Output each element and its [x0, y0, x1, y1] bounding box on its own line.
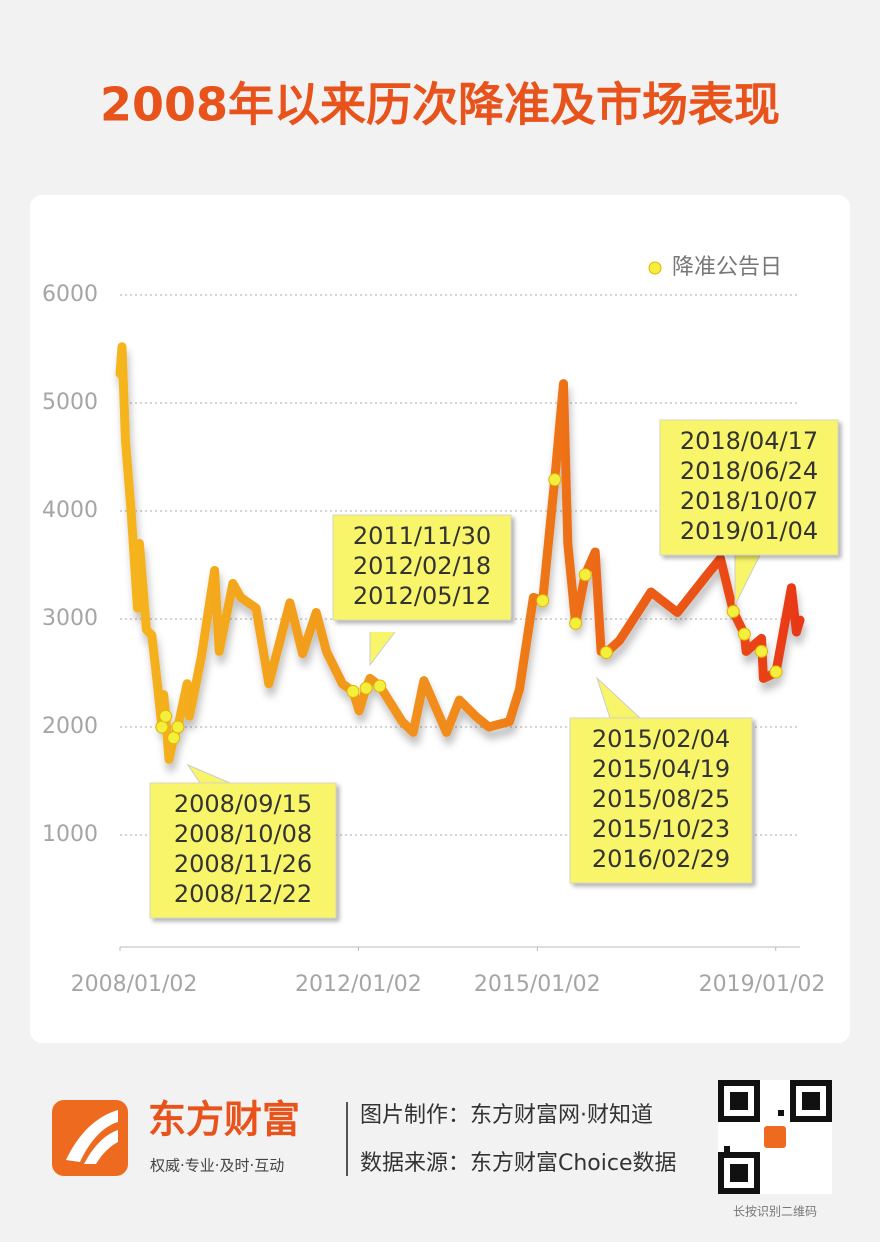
cut-marker: [578, 568, 592, 582]
y-tick-label: 5000: [42, 390, 98, 415]
x-tick-label: 2015/01/02: [474, 972, 601, 997]
qr-finder-center: [730, 1164, 748, 1182]
callout-box: [569, 717, 753, 884]
cut-marker: [726, 604, 740, 618]
cut-marker: [599, 645, 613, 659]
qr-logo: [762, 1124, 788, 1150]
qr-finder: [718, 1152, 760, 1194]
made-by: 图片制作：东方财富网·财知道: [360, 1103, 653, 1128]
legend-label: 降准公告日: [672, 255, 782, 280]
callout-pointer: [734, 544, 766, 606]
footer: 东方财富 权威·专业·及时·互动 图片制作：东方财富网·财知道 数据来源：东方财…: [52, 1080, 832, 1219]
callout-pointer: [369, 631, 396, 667]
qr-finder-center: [730, 1092, 748, 1110]
callout-date: 2015/08/25: [592, 785, 730, 813]
cut-marker: [167, 731, 181, 745]
callout-date: 2019/01/04: [680, 517, 818, 545]
callout-date: 2015/04/19: [592, 755, 730, 783]
qr-cell: [724, 1146, 730, 1152]
cut-marker: [159, 709, 173, 723]
x-tick-label: 2019/01/02: [699, 972, 826, 997]
callout-date: 2018/06/24: [680, 457, 818, 485]
logo-mark: [66, 1110, 118, 1164]
callout-date: 2008/09/15: [174, 790, 312, 818]
y-tick-label: 1000: [42, 822, 98, 847]
callout-pointer: [595, 676, 641, 719]
source: 数据来源：东方财富Choice数据: [360, 1151, 677, 1176]
cut-marker: [754, 644, 768, 658]
qr-finder-center: [802, 1092, 820, 1110]
qr-finder: [718, 1080, 760, 1122]
cut-marker: [769, 665, 783, 679]
cut-marker: [155, 720, 169, 734]
callout-date: 2015/10/23: [592, 815, 730, 843]
cut-marker: [737, 627, 751, 641]
callout-date: 2015/02/04: [592, 725, 730, 753]
cut-marker: [373, 679, 387, 693]
y-tick-label: 6000: [42, 282, 98, 307]
cut-marker: [569, 616, 583, 630]
callout-date: 2008/11/26: [174, 850, 312, 878]
y-tick-label: 3000: [42, 606, 98, 631]
y-tick-label: 4000: [42, 498, 98, 523]
cut-marker: [536, 594, 550, 608]
callout-date: 2008/10/08: [174, 820, 312, 848]
callout-date: 2016/02/29: [592, 845, 730, 873]
callout-box: [332, 514, 512, 621]
y-tick-label: 2000: [42, 714, 98, 739]
callout-box: [659, 419, 839, 556]
legend-marker: [648, 261, 662, 275]
callout-date: 2008/12/22: [174, 880, 312, 908]
qr-hint: 长按识别二维码: [733, 1205, 817, 1219]
x-tick-label: 2008/01/02: [71, 972, 198, 997]
cut-marker: [171, 720, 185, 734]
callout-date: 2018/10/07: [680, 487, 818, 515]
callout-date: 2018/04/17: [680, 427, 818, 455]
qr-finder: [790, 1080, 832, 1122]
qr-cell: [778, 1110, 784, 1116]
chart-title: 2008年以来历次降准及市场表现: [100, 78, 780, 132]
x-tick-label: 2012/01/02: [295, 972, 422, 997]
cut-marker: [359, 681, 373, 695]
cut-marker: [346, 684, 360, 698]
brand: 东方财富: [148, 1098, 300, 1142]
callout-date: 2012/05/12: [353, 582, 491, 610]
callout-date: 2011/11/30: [353, 522, 491, 550]
callout-date: 2012/02/18: [353, 552, 491, 580]
cut-marker: [548, 473, 562, 487]
qr-code: [718, 1080, 832, 1194]
slogan: 权威·专业·及时·互动: [150, 1157, 284, 1175]
callout-pointer: [186, 763, 231, 784]
callout-box: [149, 782, 337, 919]
